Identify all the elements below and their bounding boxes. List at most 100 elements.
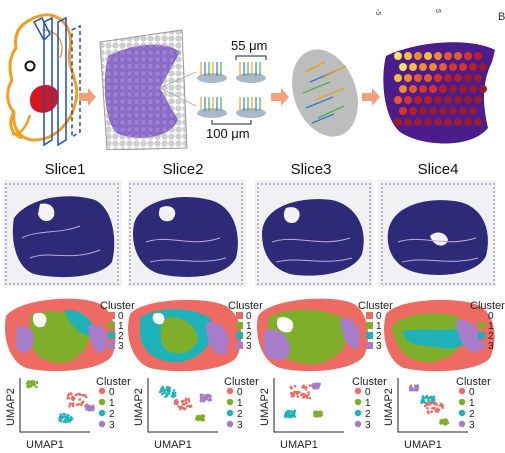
- cluster-maps-row: Cluster0123Cluster0123Cluster0123Cluster…: [4, 298, 505, 372]
- cluster-legend-label: 0: [246, 311, 252, 322]
- umap-legend-label: 1: [237, 398, 243, 409]
- heatmap-spot: [429, 85, 437, 93]
- umap-point: [308, 384, 312, 387]
- umap-point: [30, 384, 33, 388]
- heatmap-spot: [419, 63, 427, 71]
- cluster-legend-label: 0: [118, 311, 124, 322]
- heatmap-spot: [409, 107, 417, 115]
- histology-slice4: [378, 180, 496, 286]
- heatmap-spot: [429, 63, 437, 71]
- umap-point: [444, 422, 447, 425]
- umap-point: [71, 396, 74, 399]
- umap-point: [59, 419, 63, 423]
- section-plane-2: [43, 16, 53, 147]
- cluster-legend-title: Cluster: [100, 300, 135, 312]
- umap-point: [181, 406, 185, 410]
- umap-point: [427, 399, 430, 402]
- umap-legend-label: 1: [109, 398, 115, 409]
- cluster-legend-label: 1: [246, 321, 252, 332]
- umap-point: [165, 392, 169, 395]
- umap-point: [425, 394, 429, 398]
- umap-point: [293, 409, 297, 413]
- heatmap-spot: [399, 63, 407, 71]
- umap-legend-dot: [354, 398, 362, 406]
- umap-axes: [273, 378, 344, 433]
- heatmap-spot: [439, 63, 447, 71]
- umap-point: [429, 401, 432, 405]
- heatmap-spot: [394, 74, 402, 82]
- histology-row: [4, 180, 496, 286]
- umap-xlabel: UMAP1: [280, 439, 318, 451]
- heatmap-spot: [444, 74, 452, 82]
- heatmap-spot: [464, 52, 472, 60]
- umap-point: [69, 418, 73, 422]
- umap-point: [67, 396, 71, 400]
- heatmap-spot: [424, 96, 432, 104]
- cluster-legend-swatch: [108, 332, 115, 339]
- bracket-100um: [211, 120, 252, 125]
- umap-point: [189, 404, 193, 408]
- umap-point: [172, 389, 176, 392]
- umap-point: [432, 406, 436, 410]
- umap-point: [316, 382, 319, 386]
- heatmap-spot: [419, 107, 427, 115]
- umap-point: [197, 414, 201, 418]
- heatmap-spot: [454, 52, 462, 60]
- umap-point: [68, 404, 71, 408]
- umap-legend-dot: [98, 387, 106, 395]
- umap-legend-label: 1: [469, 398, 475, 409]
- heatmap-spot: [464, 74, 472, 82]
- umap-legend-dot: [354, 387, 362, 395]
- umap-point: [175, 398, 178, 402]
- cluster-legend-label: 3: [376, 341, 382, 352]
- sequencing-reads: [292, 49, 358, 137]
- umap-legend-label: 3: [237, 420, 243, 431]
- umap-point: [432, 396, 435, 399]
- umap-point: [200, 415, 203, 418]
- umap-point: [409, 384, 413, 387]
- umap-point: [187, 404, 191, 408]
- umap-xlabel: UMAP1: [154, 439, 192, 451]
- umap-point: [158, 390, 162, 394]
- umap-point: [414, 385, 418, 389]
- heatmap-spot: [469, 85, 477, 93]
- umap-point: [187, 399, 191, 403]
- cluster-legend-swatch: [478, 332, 485, 339]
- cluster-legend-label: 3: [118, 341, 124, 352]
- heatmap-spot: [409, 63, 417, 71]
- umap-legend-title: Cluster: [456, 376, 491, 388]
- umap-point: [68, 402, 72, 406]
- umap-point: [300, 393, 303, 397]
- cluster-legend-label: 0: [376, 311, 382, 322]
- heatmap-spot: [464, 118, 472, 126]
- umap-legend-dot: [226, 420, 234, 428]
- umap-point: [290, 392, 293, 396]
- heatmap-spot: [414, 52, 422, 60]
- edge-letter: B: [498, 11, 505, 23]
- cluster-legend-label: 0: [488, 311, 494, 322]
- arrow-2: [271, 88, 289, 106]
- umap-point: [35, 385, 38, 389]
- umap-point: [187, 397, 190, 401]
- umap-point: [77, 402, 81, 406]
- cluster-legend-label: 2: [246, 331, 252, 342]
- umap-point: [173, 394, 177, 397]
- cluster-legend-swatch: [366, 332, 373, 339]
- umap-legend-dot: [226, 387, 234, 395]
- umap-point: [202, 399, 206, 403]
- heatmap-spot: [394, 96, 402, 104]
- umap-legend-label: 2: [109, 409, 115, 420]
- umap-point: [81, 401, 84, 404]
- umap-point: [25, 382, 29, 385]
- umap-point: [199, 393, 203, 397]
- heatmap-spot: [469, 107, 477, 115]
- umap-point: [290, 415, 293, 419]
- umap-point: [302, 384, 305, 387]
- heatmap-spot: [454, 96, 462, 104]
- heatmap-spot: [474, 118, 482, 126]
- umap-point: [432, 398, 436, 401]
- heatmap-spot: [424, 74, 432, 82]
- heatmap-spot: [449, 107, 457, 115]
- umap-legend-title: Cluster: [352, 376, 387, 388]
- heatmap-spot: [414, 74, 422, 82]
